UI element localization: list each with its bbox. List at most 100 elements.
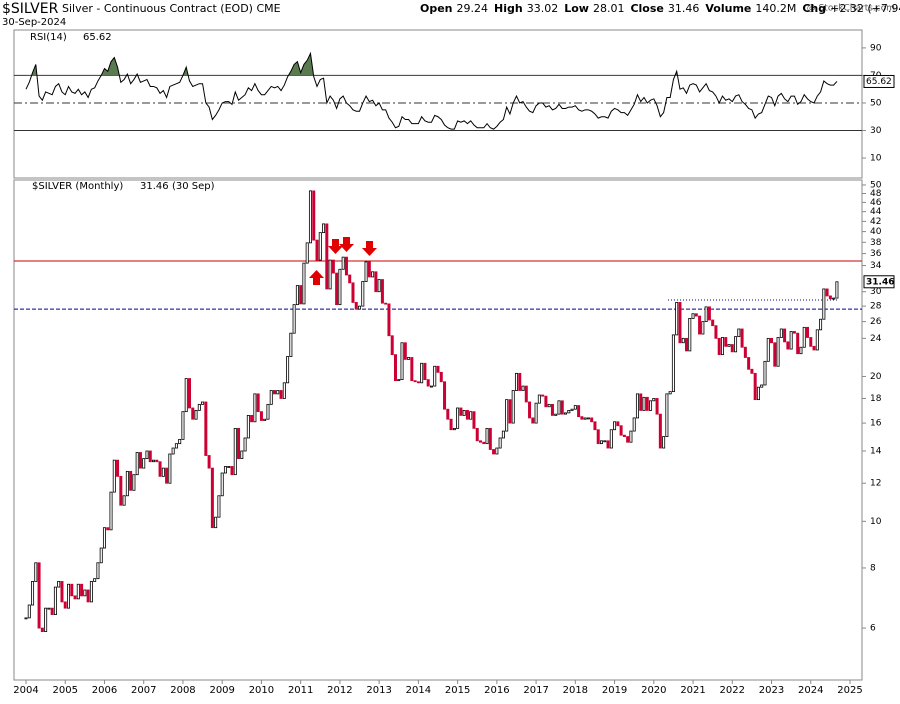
stat-label: Low (564, 2, 589, 15)
x-tick-label: 2004 (13, 685, 38, 696)
candle (603, 440, 607, 443)
candle (142, 458, 146, 469)
candle (465, 410, 469, 420)
y-tick-label: 50 (870, 98, 882, 108)
y-tick-label: 44 (870, 207, 882, 217)
stat-label: Close (630, 2, 663, 15)
candle (80, 583, 84, 597)
stat-value: 31.46 (668, 2, 700, 15)
candle (514, 372, 518, 391)
date: 30-Sep-2024 (2, 17, 66, 28)
y-tick-label: 30 (870, 287, 882, 297)
candle (498, 437, 502, 449)
candle (815, 329, 819, 351)
candle (704, 306, 708, 323)
candle (547, 403, 551, 408)
candle (119, 475, 123, 506)
candle (37, 562, 41, 629)
candle (590, 417, 594, 423)
candle (495, 447, 499, 455)
candle (220, 472, 224, 497)
candle (416, 381, 420, 384)
candle (452, 427, 456, 431)
candle (492, 449, 496, 455)
candle (796, 332, 800, 355)
candle (27, 604, 31, 619)
candle (73, 595, 77, 600)
x-tick-label: 2021 (680, 685, 705, 696)
candle (701, 321, 705, 335)
candle (436, 365, 440, 373)
candle (246, 414, 250, 439)
candle (135, 452, 139, 476)
candle (609, 429, 613, 449)
candle (740, 328, 744, 348)
candle (541, 394, 545, 397)
candle (266, 403, 270, 420)
y-tick-label: 24 (870, 334, 882, 344)
candle (835, 281, 839, 299)
candle (240, 450, 244, 459)
candle (361, 281, 365, 307)
candle (70, 583, 74, 597)
candle (57, 581, 61, 588)
candle (276, 390, 280, 395)
x-tick-label: 2014 (406, 685, 431, 696)
x-tick-label: 2017 (523, 685, 548, 696)
y-tick-label: 42 (870, 217, 881, 227)
candle (295, 285, 299, 306)
candle (619, 425, 623, 436)
stat-value: +2.32 (+7.94%) (830, 2, 900, 15)
candle (237, 427, 241, 459)
y-tick-label: 8 (870, 563, 876, 573)
candle (168, 453, 172, 484)
candle (809, 337, 813, 347)
candle (789, 331, 793, 350)
down-arrow (339, 237, 354, 252)
candle (171, 447, 175, 455)
candle (112, 459, 116, 493)
stat-value: 28.01 (593, 2, 625, 15)
candle (720, 337, 724, 356)
candle (348, 274, 352, 284)
candle (479, 440, 483, 443)
candle (554, 413, 558, 416)
candle (456, 407, 460, 429)
candle (786, 341, 790, 350)
up-arrow (309, 270, 324, 285)
y-tick-label: 10 (870, 154, 882, 164)
y-tick-label: 14 (870, 446, 882, 456)
y-tick-label: 34 (870, 261, 882, 271)
candle (429, 385, 433, 388)
candle (106, 527, 110, 531)
rsi-legend: RSI(14) (30, 32, 67, 43)
candle (606, 440, 610, 449)
candle (138, 452, 142, 469)
candle (645, 396, 649, 411)
stat-value: 29.24 (457, 2, 489, 15)
candle (44, 607, 48, 632)
candle (635, 393, 639, 419)
candle (730, 344, 734, 353)
candle (53, 586, 57, 615)
candle (632, 417, 636, 432)
x-tick-label: 2023 (759, 685, 784, 696)
candle (161, 467, 165, 477)
candle (354, 302, 358, 310)
candle (675, 302, 679, 336)
candle (315, 239, 319, 261)
candle (599, 440, 603, 445)
candle (318, 232, 322, 261)
candle (279, 390, 283, 399)
candle (374, 271, 378, 293)
candle (763, 360, 767, 386)
candle (770, 337, 774, 344)
candle (289, 332, 293, 357)
candle (577, 405, 581, 418)
y-tick-label: 6 (870, 624, 876, 634)
price-legend-date: (30 Sep) (172, 181, 215, 192)
candle (678, 302, 682, 344)
value-box (863, 275, 895, 289)
candle (187, 378, 191, 409)
rsi-legend-value: 65.62 (83, 32, 112, 43)
